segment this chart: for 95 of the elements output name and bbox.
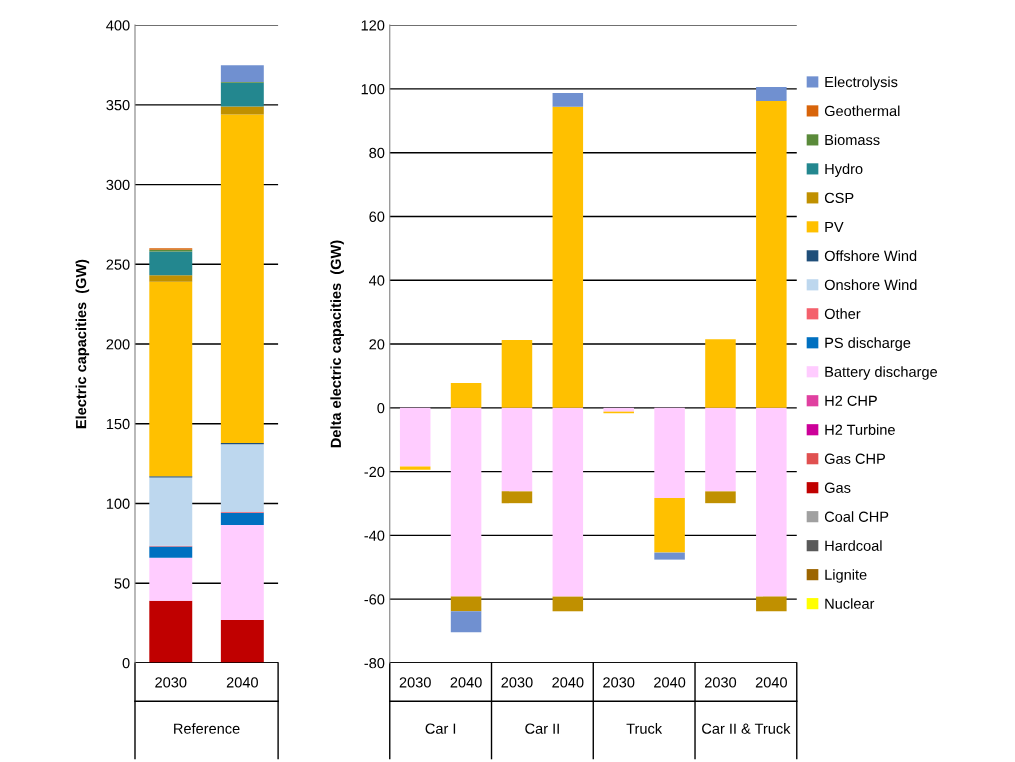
legend-label: PS discharge — [825, 337, 911, 351]
y-tick-label: 0 — [122, 658, 130, 669]
x-tick-label: 2030 — [501, 677, 533, 688]
y-axis-title: Delta electric capacities (GW) — [330, 240, 344, 448]
bar — [220, 444, 264, 512]
bar — [501, 407, 533, 492]
bar — [149, 251, 193, 276]
x-tick-label: 2040 — [755, 677, 787, 688]
y-tick-label: 20 — [369, 339, 385, 350]
bar — [756, 101, 787, 408]
bar — [654, 552, 685, 560]
text: Car II — [525, 723, 559, 734]
bar — [220, 114, 264, 444]
x-tick-label: 2040 — [654, 677, 686, 688]
bar — [756, 87, 787, 102]
legend-label: Nuclear — [825, 598, 875, 609]
y-tick-label: -40 — [364, 530, 385, 541]
legend-label: Other — [824, 308, 861, 320]
legend-label: Lignite — [825, 569, 867, 583]
bar — [220, 65, 264, 82]
y-axis-title: Electric capacities (GW) — [75, 259, 90, 429]
legend-label: H2 CHP — [825, 395, 877, 406]
bar — [220, 512, 264, 526]
y-tick-label: -20 — [364, 466, 385, 478]
y-tick-label: 50 — [114, 578, 130, 589]
legend-label: PV — [825, 221, 844, 232]
bar — [552, 407, 584, 597]
bar — [450, 611, 482, 633]
bar — [654, 407, 685, 499]
bar — [450, 596, 482, 612]
bar — [220, 619, 264, 663]
legend-label: Gas — [824, 482, 851, 493]
x-tick-label: 2030 — [155, 677, 187, 688]
bar — [552, 106, 584, 408]
y-tick-label: 150 — [106, 418, 130, 430]
bar — [220, 82, 264, 107]
bar — [149, 546, 193, 558]
text: Truck — [626, 723, 663, 734]
y-tick-label: 60 — [369, 211, 385, 222]
bar — [501, 491, 533, 504]
y-tick-label: 250 — [106, 259, 130, 270]
x-tick-label: 2040 — [226, 677, 258, 688]
x-tick-label: 2030 — [603, 677, 635, 688]
legend-label: Biomass — [825, 134, 880, 146]
y-tick-label: 300 — [106, 179, 130, 191]
bar — [654, 498, 685, 553]
legend-label: Onshore Wind — [824, 279, 917, 291]
legend-label: Coal CHP — [824, 511, 889, 522]
y-tick-label: -60 — [364, 594, 385, 605]
text: Car I — [425, 723, 456, 734]
y-tick-label: 400 — [106, 20, 130, 31]
y-tick-label: 120 — [361, 20, 385, 31]
text: Reference — [174, 723, 240, 734]
y-tick-label: 0 — [377, 402, 385, 414]
text: Car II & Truck — [702, 723, 791, 734]
bar — [552, 596, 584, 612]
bar — [450, 382, 482, 408]
x-tick-label: 2040 — [552, 677, 584, 688]
y-tick-label: 200 — [106, 339, 130, 350]
y-tick-label: 100 — [106, 498, 130, 509]
bar — [399, 407, 431, 467]
bar — [149, 600, 193, 663]
bar — [756, 407, 787, 597]
x-tick-label: 2030 — [399, 677, 431, 688]
legend-label: Gas CHP — [824, 453, 885, 464]
y-tick-label: 100 — [361, 84, 385, 95]
y-tick-label: 40 — [369, 275, 385, 286]
y-tick-label: 80 — [369, 147, 385, 159]
legend-label: Offshore Wind — [824, 250, 917, 262]
bar — [705, 339, 736, 408]
bar — [756, 596, 787, 612]
bar — [149, 557, 193, 601]
bar — [149, 275, 193, 282]
bar — [399, 466, 431, 470]
legend-label: Electrolysis — [825, 76, 898, 91]
legend-label: H2 Turbine — [825, 424, 895, 435]
legend-label: Hardcoal — [825, 540, 882, 551]
bar — [705, 407, 736, 492]
bar — [552, 93, 584, 107]
legend-label: CSP — [824, 192, 854, 204]
bar — [705, 491, 736, 504]
bar — [149, 477, 193, 546]
legend-label: Hydro — [825, 163, 863, 177]
bar — [220, 106, 264, 115]
x-tick-label: 2040 — [450, 677, 482, 688]
bar — [603, 407, 634, 412]
bar — [220, 525, 264, 620]
y-tick-label: -80 — [364, 658, 385, 669]
x-tick-label: 2030 — [704, 677, 737, 688]
legend-label: Battery discharge — [825, 366, 938, 380]
legend-label: Geothermal — [824, 105, 900, 117]
bar — [501, 339, 533, 408]
bar — [149, 281, 193, 477]
y-tick-label: 350 — [106, 99, 130, 111]
bar — [450, 407, 482, 597]
